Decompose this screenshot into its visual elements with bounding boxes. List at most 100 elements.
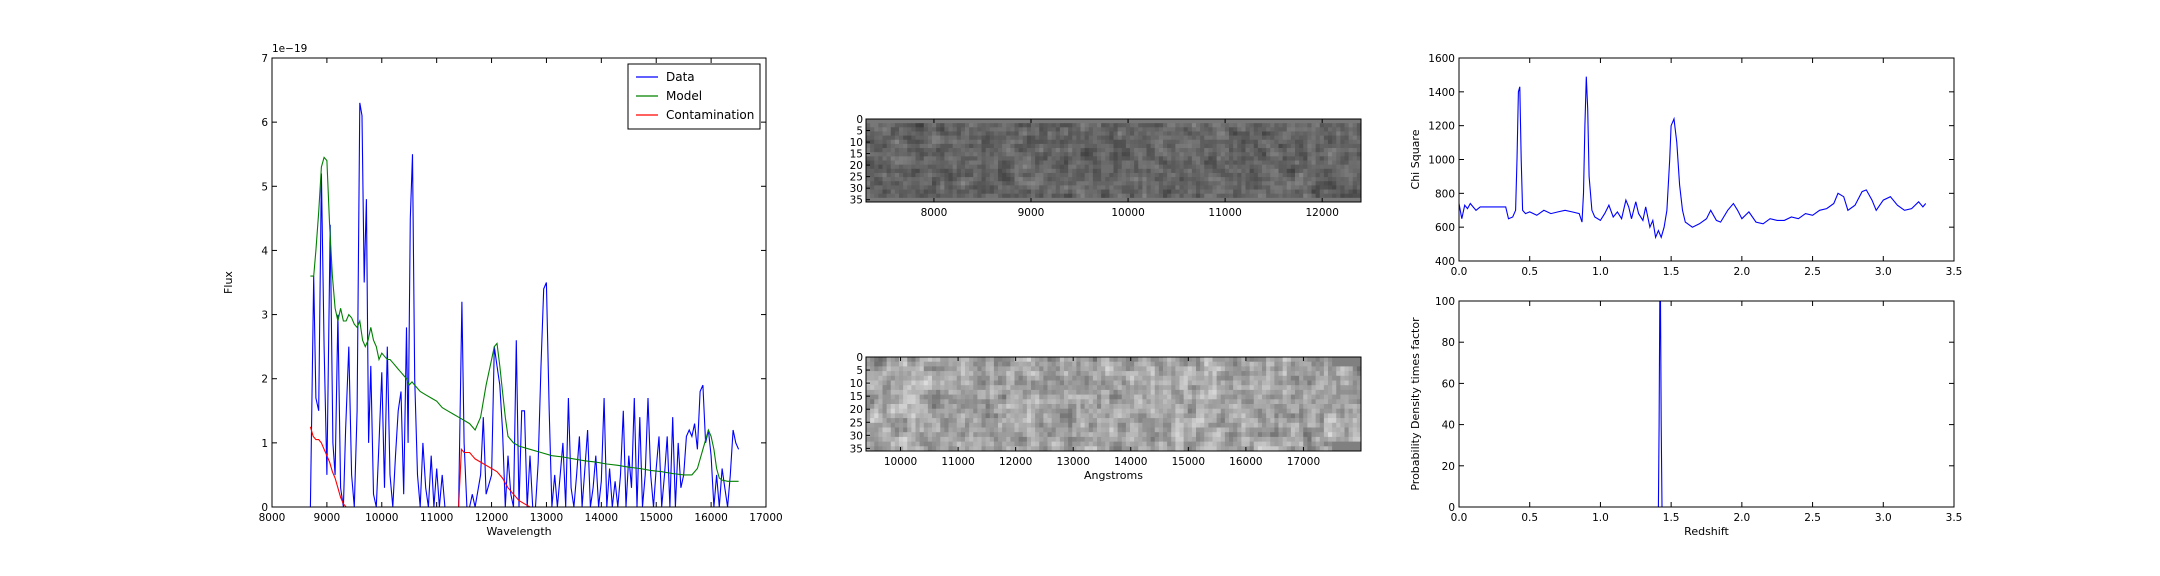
image-pixel (1109, 385, 1114, 391)
image-pixel (1084, 357, 1090, 363)
image-pixel (1154, 446, 1160, 452)
image-pixel (899, 422, 904, 428)
image-pixel (1125, 185, 1131, 190)
image-pixel (1014, 385, 1020, 391)
image-pixel (952, 408, 958, 414)
image-pixel (882, 168, 888, 174)
image-pixel (1031, 404, 1036, 410)
image-pixel (1154, 131, 1160, 136)
image-pixel (870, 422, 875, 428)
image-pixel (977, 385, 982, 391)
image-pixel (919, 143, 925, 149)
image-pixel (903, 380, 908, 386)
image-pixel (1055, 357, 1061, 363)
image-pixel (915, 371, 921, 377)
image-pixel (1006, 172, 1011, 178)
image-pixel (899, 371, 904, 377)
image-pixel (944, 375, 949, 381)
image-pixel (1340, 148, 1345, 153)
image-pixel (944, 177, 949, 182)
image-pixel (1068, 127, 1073, 132)
image-pixel (1183, 119, 1189, 124)
image-pixel (1290, 181, 1296, 186)
image-pixel (1249, 160, 1255, 166)
image-pixel (1101, 394, 1106, 400)
image-pixel (956, 366, 962, 372)
image-pixel (932, 371, 937, 377)
image-pixel (1163, 446, 1168, 452)
x-axis-label: Angstroms (1084, 469, 1143, 482)
image-pixel (923, 152, 929, 157)
image-pixel (1290, 385, 1296, 391)
image-pixel (1216, 418, 1222, 424)
image-pixel (1348, 177, 1354, 182)
image-pixel (890, 148, 896, 153)
image-pixel (1014, 399, 1020, 405)
image-pixel (977, 168, 982, 174)
image-pixel (981, 156, 987, 161)
image-pixel (1171, 418, 1176, 424)
image-pixel (1167, 361, 1172, 367)
image-pixel (1299, 127, 1304, 132)
image-pixel (1212, 143, 1218, 149)
image-pixel (1068, 152, 1073, 157)
image-pixel (1010, 172, 1015, 178)
image-pixel (1051, 160, 1057, 166)
image-pixel (919, 168, 925, 174)
image-pixel (1332, 394, 1337, 400)
image-pixel (948, 375, 954, 381)
image-pixel (1245, 164, 1251, 170)
image-pixel (1035, 394, 1040, 400)
image-pixel (1187, 436, 1193, 442)
image-pixel (1171, 135, 1176, 141)
image-pixel (907, 156, 912, 161)
image-pixel (1340, 371, 1345, 377)
image-pixel (1142, 385, 1147, 391)
image-pixel (1117, 380, 1123, 386)
image-pixel (932, 127, 937, 132)
image-pixel (1295, 164, 1300, 170)
image-pixel (1158, 152, 1164, 157)
image-pixel (1113, 123, 1119, 128)
image-pixel (903, 427, 908, 433)
image-pixel (919, 446, 925, 452)
image-pixel (894, 160, 900, 166)
image-pixel (1352, 422, 1358, 428)
image-pixel (1047, 366, 1053, 372)
image-pixel (1171, 127, 1176, 132)
image-pixel (1179, 168, 1185, 174)
image-pixel (903, 143, 908, 149)
image-pixel (1220, 357, 1226, 363)
image-pixel (1253, 139, 1259, 145)
image-pixel (1068, 389, 1073, 395)
image-pixel (907, 385, 912, 391)
image-pixel (1344, 160, 1350, 166)
image-pixel (866, 189, 871, 195)
image-pixel (1233, 152, 1238, 157)
image-pixel (948, 389, 954, 395)
image-pixel (1064, 177, 1069, 182)
image-pixel (936, 156, 941, 161)
image-pixel (1113, 168, 1119, 174)
image-pixel (1344, 427, 1350, 433)
image-pixel (890, 436, 896, 442)
image-pixel (960, 152, 966, 157)
image-pixel (1224, 427, 1230, 433)
image-pixel (1299, 172, 1304, 178)
image-pixel (1323, 168, 1329, 174)
image-pixel (1200, 389, 1205, 395)
image-pixel (1257, 135, 1263, 141)
image-pixel (1080, 164, 1086, 170)
image-pixel (1266, 436, 1271, 442)
image-pixel (1121, 156, 1127, 161)
image-pixel (1035, 408, 1040, 414)
image-pixel (882, 164, 888, 170)
x-tick-label: 1.0 (1592, 266, 1609, 278)
image-pixel (1072, 152, 1077, 157)
image-pixel (1010, 197, 1015, 203)
image-pixel (1064, 404, 1069, 410)
image-pixel (1319, 432, 1325, 438)
image-pixel (1348, 441, 1354, 447)
image-pixel (1031, 177, 1036, 182)
image-pixel (1047, 181, 1053, 186)
